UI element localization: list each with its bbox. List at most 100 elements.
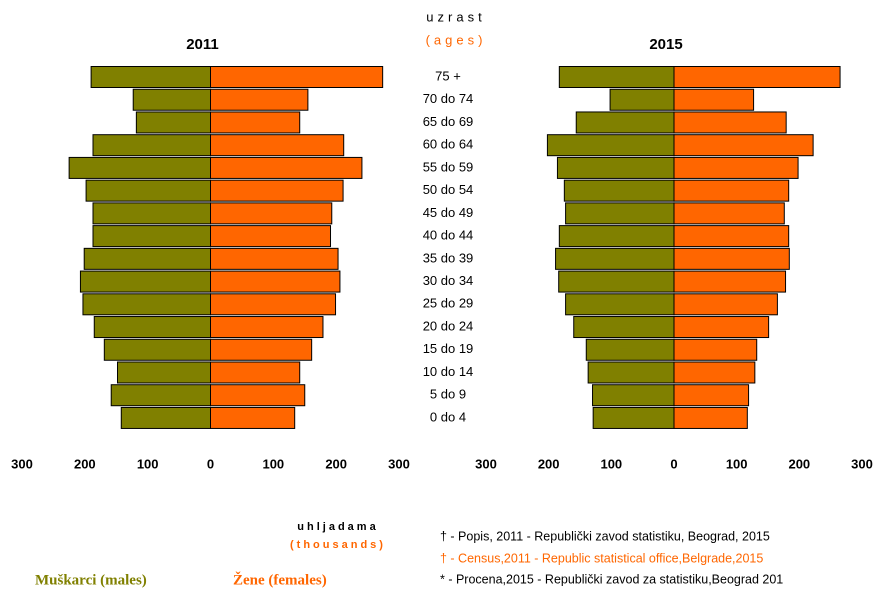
bar (210, 111, 301, 134)
age-label: 25 do 29 (423, 296, 474, 311)
bar (92, 225, 211, 248)
legend-label: Muškarci (males) (35, 572, 147, 588)
bar (210, 406, 296, 429)
unit-subtitle: (thousands) (290, 539, 386, 551)
bar (210, 316, 324, 339)
age-label: 60 do 64 (423, 137, 474, 152)
bar (210, 270, 341, 293)
age-label: 70 do 74 (423, 91, 474, 106)
bar (120, 406, 211, 429)
bar (573, 316, 675, 339)
bar (79, 270, 211, 293)
bar (546, 134, 675, 157)
age-axis-subtitle: (ages) (426, 32, 487, 47)
bar (210, 134, 345, 157)
chart-title: 2011 (186, 36, 219, 53)
bar (673, 88, 755, 111)
bar (210, 338, 313, 361)
bar (673, 66, 841, 88)
bar (556, 156, 675, 179)
x-tick-label: 200 (74, 456, 96, 471)
bar (210, 225, 332, 248)
age-label: 15 do 19 (423, 341, 474, 356)
bar (673, 293, 778, 316)
age-label: 0 do 4 (430, 409, 466, 424)
bar (90, 66, 211, 88)
bar (110, 384, 211, 407)
bar (673, 361, 756, 384)
x-tick-label: 0 (670, 456, 677, 471)
legend-label: Žene (females) (233, 571, 327, 588)
bar (673, 179, 790, 202)
bar (103, 338, 211, 361)
bar (673, 338, 758, 361)
bar (210, 384, 306, 407)
bar (565, 293, 675, 316)
bar (673, 225, 790, 248)
bar (210, 293, 337, 316)
unit-title: uhljadama (297, 521, 378, 533)
bar (210, 179, 344, 202)
bar (68, 156, 211, 179)
age-label: 55 do 59 (423, 159, 474, 174)
age-label: 35 do 39 (423, 250, 474, 265)
bar (117, 361, 211, 384)
bar (210, 156, 363, 179)
bar (558, 270, 675, 293)
x-tick-label: 200 (788, 456, 810, 471)
bar (673, 247, 790, 270)
bar (673, 316, 770, 339)
bar (673, 156, 799, 179)
x-tick-label: 300 (475, 456, 497, 471)
x-tick-label: 100 (600, 456, 622, 471)
bar (82, 293, 211, 316)
bar (92, 202, 211, 225)
bar (132, 88, 211, 111)
bar (92, 134, 211, 157)
chart-title: 2015 (649, 36, 682, 53)
footnote: * - Procena,2015 - Republički zavod za s… (440, 572, 783, 586)
age-label: 75 + (435, 68, 461, 83)
bar (558, 225, 675, 248)
bar (673, 406, 748, 429)
age-axis-title: uzrast (426, 9, 485, 24)
bar (575, 111, 675, 134)
bar (585, 338, 675, 361)
age-label: 40 do 44 (423, 228, 474, 243)
bar (673, 384, 750, 407)
x-tick-label: 100 (262, 456, 284, 471)
bar (210, 361, 301, 384)
bar (555, 247, 675, 270)
bar (673, 134, 814, 157)
bar (210, 202, 333, 225)
age-label: 10 do 14 (423, 364, 474, 379)
bar (83, 247, 211, 270)
bar (210, 88, 309, 111)
x-tick-label: 0 (207, 456, 214, 471)
x-tick-label: 200 (325, 456, 347, 471)
age-label: 65 do 69 (423, 114, 474, 129)
bar (609, 88, 675, 111)
age-label: 30 do 34 (423, 273, 474, 288)
bar (565, 202, 675, 225)
age-label: 5 do 9 (430, 387, 466, 402)
bar (558, 66, 675, 88)
bar (563, 179, 675, 202)
bar (210, 66, 384, 88)
bar (673, 270, 787, 293)
bar (85, 179, 211, 202)
x-tick-label: 300 (11, 456, 33, 471)
bar (673, 111, 787, 134)
bar (592, 384, 675, 407)
bar (93, 316, 211, 339)
x-tick-label: 300 (388, 456, 410, 471)
footnote: † - Popis, 2011 - Republički zavod stati… (440, 529, 770, 543)
x-tick-label: 100 (137, 456, 159, 471)
x-tick-label: 100 (726, 456, 748, 471)
bar (210, 247, 339, 270)
x-tick-label: 200 (538, 456, 560, 471)
x-tick-label: 300 (851, 456, 873, 471)
bar (592, 406, 675, 429)
bar (135, 111, 212, 134)
